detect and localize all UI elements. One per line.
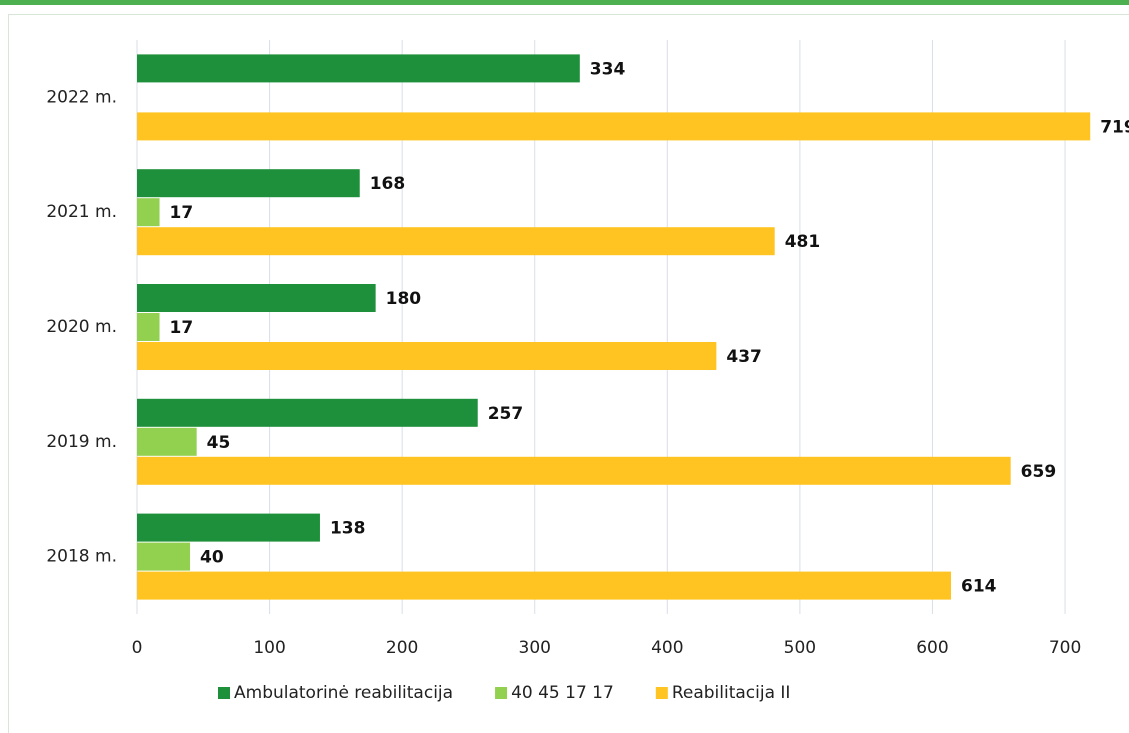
x-tick-label: 700 xyxy=(1049,638,1081,658)
bar xyxy=(137,571,952,600)
y-tick-label: 2021 m. xyxy=(46,202,117,222)
bar xyxy=(137,427,197,456)
x-tick-label: 600 xyxy=(916,638,948,658)
bar xyxy=(137,169,360,198)
bar xyxy=(137,513,320,542)
x-tick-label: 400 xyxy=(651,638,683,658)
bar xyxy=(137,198,160,227)
bar xyxy=(137,313,160,341)
value-label: 334 xyxy=(590,59,626,79)
bar xyxy=(137,542,191,571)
legend-swatch xyxy=(655,687,668,699)
y-tick-label: 2018 m. xyxy=(46,547,117,567)
y-tick-label: 2020 m. xyxy=(46,317,117,337)
x-tick-label: 500 xyxy=(784,638,816,658)
bar xyxy=(137,227,775,256)
legend-label: 40 45 17 17 xyxy=(511,683,614,703)
bar xyxy=(137,456,1011,485)
legend-swatch xyxy=(495,687,508,699)
value-label: 180 xyxy=(386,289,422,309)
bar xyxy=(137,398,478,427)
value-label: 257 xyxy=(488,404,524,424)
legend-label: Ambulatorinė reabilitacija xyxy=(234,683,453,703)
bar xyxy=(137,342,717,370)
x-tick-label: 0 xyxy=(132,638,143,658)
value-label: 481 xyxy=(785,232,821,252)
y-tick-label: 2019 m. xyxy=(46,432,117,452)
frame xyxy=(8,14,1129,733)
value-label: 40 xyxy=(200,548,224,568)
top-border xyxy=(0,0,1129,5)
value-label: 138 xyxy=(330,519,366,539)
y-tick-label: 2022 m. xyxy=(46,87,117,107)
bar xyxy=(137,112,1091,141)
value-label: 659 xyxy=(1021,462,1057,482)
value-label: 614 xyxy=(961,577,997,597)
x-tick-label: 200 xyxy=(386,638,418,658)
value-label: 17 xyxy=(170,203,194,223)
value-label: 17 xyxy=(170,318,194,338)
legend-label: Reabilitacija II xyxy=(672,683,791,703)
value-label: 168 xyxy=(370,174,406,194)
value-label: 45 xyxy=(207,433,231,453)
value-label: 437 xyxy=(726,347,762,367)
legend-swatch xyxy=(218,687,230,699)
x-tick-label: 300 xyxy=(519,638,551,658)
bar xyxy=(137,54,580,83)
x-tick-label: 100 xyxy=(253,638,285,658)
bar xyxy=(137,284,376,312)
value-label: 719 xyxy=(1100,117,1129,137)
